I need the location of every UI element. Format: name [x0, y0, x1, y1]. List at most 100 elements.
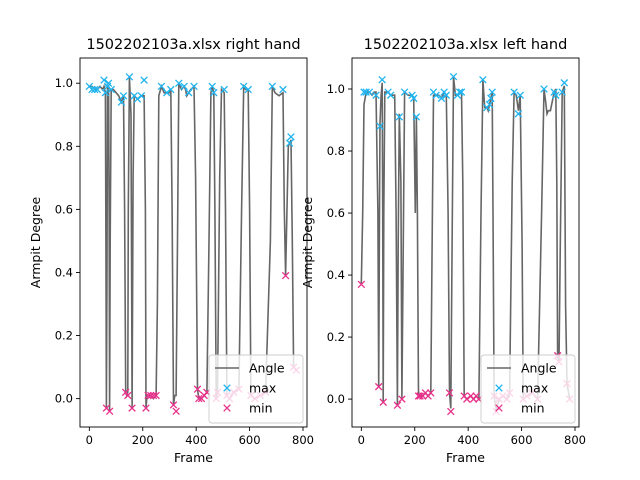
max-marker — [360, 88, 368, 96]
min-marker — [172, 407, 180, 415]
legend: Angle max min — [208, 354, 304, 424]
max-marker — [285, 139, 294, 147]
legend-label: min — [521, 401, 545, 416]
max-marker — [455, 88, 464, 96]
y-tick-label: 0.2 — [327, 330, 345, 344]
legend-label: max — [521, 381, 548, 396]
min-marker — [281, 271, 290, 280]
max-marker — [386, 91, 395, 99]
max-marker — [432, 91, 440, 99]
max-marker — [180, 82, 188, 91]
max-marker — [220, 85, 228, 94]
min-marker — [398, 395, 406, 403]
max-marker — [376, 122, 384, 130]
max-marker — [140, 76, 148, 84]
max-marker — [449, 72, 458, 81]
x-axis-label: Frame — [446, 450, 485, 465]
min-marker — [142, 404, 150, 412]
max-marker — [244, 85, 253, 94]
max-marker — [93, 85, 102, 94]
y-tick-label: 0.4 — [55, 265, 73, 279]
min-marker — [105, 407, 114, 415]
y-tick-label: 1.0 — [327, 82, 345, 96]
legend-label: Angle — [249, 361, 285, 376]
min-marker — [169, 401, 178, 409]
y-tick-label: 0.6 — [327, 206, 345, 220]
x-tick-label: 800 — [292, 433, 314, 447]
min-marker — [416, 392, 424, 400]
series-max — [85, 73, 295, 147]
max-marker — [514, 110, 523, 118]
max-marker — [365, 88, 374, 96]
chart-title: 1502202103a.xlsx left hand — [364, 37, 568, 53]
max-marker — [442, 91, 451, 99]
x-tick-label: 800 — [564, 433, 586, 447]
y-tick-label: 1.0 — [55, 76, 73, 90]
min-marker — [124, 391, 132, 400]
max-marker — [287, 133, 295, 141]
legend-marker-swatch — [223, 404, 231, 412]
chart-panel-left-hand: 1502202103a.xlsx left hand 0 200 400 600 800 0… — [300, 37, 586, 465]
max-marker — [487, 94, 495, 103]
max-marker — [157, 82, 166, 91]
min-marker — [447, 407, 455, 416]
y-tick-label: 0.0 — [55, 392, 73, 406]
max-marker — [184, 88, 193, 97]
x-tick-label: 600 — [511, 433, 533, 447]
min-marker — [128, 404, 136, 412]
y-tick-label: 0.6 — [55, 202, 73, 216]
max-marker — [540, 85, 548, 93]
y-axis-label: Armpit Degree — [300, 196, 315, 288]
max-marker — [437, 94, 446, 103]
max-marker — [100, 76, 108, 84]
legend-label: max — [249, 381, 276, 396]
min-marker — [144, 391, 152, 400]
max-marker — [107, 85, 116, 94]
max-marker — [510, 88, 518, 96]
legend-label: Angle — [521, 361, 557, 376]
y-axis-label: Armpit Degree — [28, 196, 43, 288]
min-marker — [357, 280, 366, 289]
x-tick-label: 600 — [239, 433, 261, 447]
y-tick-label: 0.8 — [55, 139, 73, 153]
max-marker — [372, 91, 380, 99]
max-marker — [208, 82, 216, 91]
min-marker — [149, 391, 158, 400]
chart-panel-right-hand: 1502202103a.xlsx right hand 0 200 400 600 800… — [28, 37, 314, 465]
max-marker — [560, 79, 569, 87]
max-marker — [479, 75, 487, 84]
x-tick-label: 0 — [358, 433, 365, 447]
max-marker — [516, 91, 525, 99]
min-marker — [427, 389, 435, 397]
legend-label: min — [249, 401, 273, 416]
max-marker — [279, 85, 287, 94]
max-marker — [104, 79, 113, 87]
y-tick-label: 0.2 — [55, 329, 73, 343]
max-marker — [210, 88, 218, 97]
max-marker — [90, 85, 99, 94]
max-marker — [175, 79, 183, 87]
max-marker — [117, 98, 126, 106]
min-marker — [445, 389, 454, 397]
max-marker — [485, 100, 494, 109]
series-max — [360, 72, 569, 130]
max-marker — [400, 88, 409, 96]
chart-title: 1502202103a.xlsx right hand — [86, 37, 300, 53]
x-tick-label: 400 — [185, 433, 207, 447]
axes-frame — [351, 57, 580, 428]
max-marker — [119, 92, 128, 100]
min-marker — [147, 391, 155, 400]
max-marker — [412, 113, 421, 121]
y-tick-label: 0.0 — [327, 392, 345, 406]
x-tick-label: 200 — [132, 433, 154, 447]
y-tick-label: 0.4 — [327, 268, 345, 282]
axes-frame — [79, 57, 308, 428]
max-marker — [378, 75, 386, 84]
legend-marker-swatch — [223, 384, 231, 392]
max-marker — [167, 85, 175, 94]
x-tick-label: 400 — [457, 433, 479, 447]
max-marker — [137, 92, 146, 100]
min-marker — [374, 382, 383, 391]
max-marker — [125, 73, 134, 81]
